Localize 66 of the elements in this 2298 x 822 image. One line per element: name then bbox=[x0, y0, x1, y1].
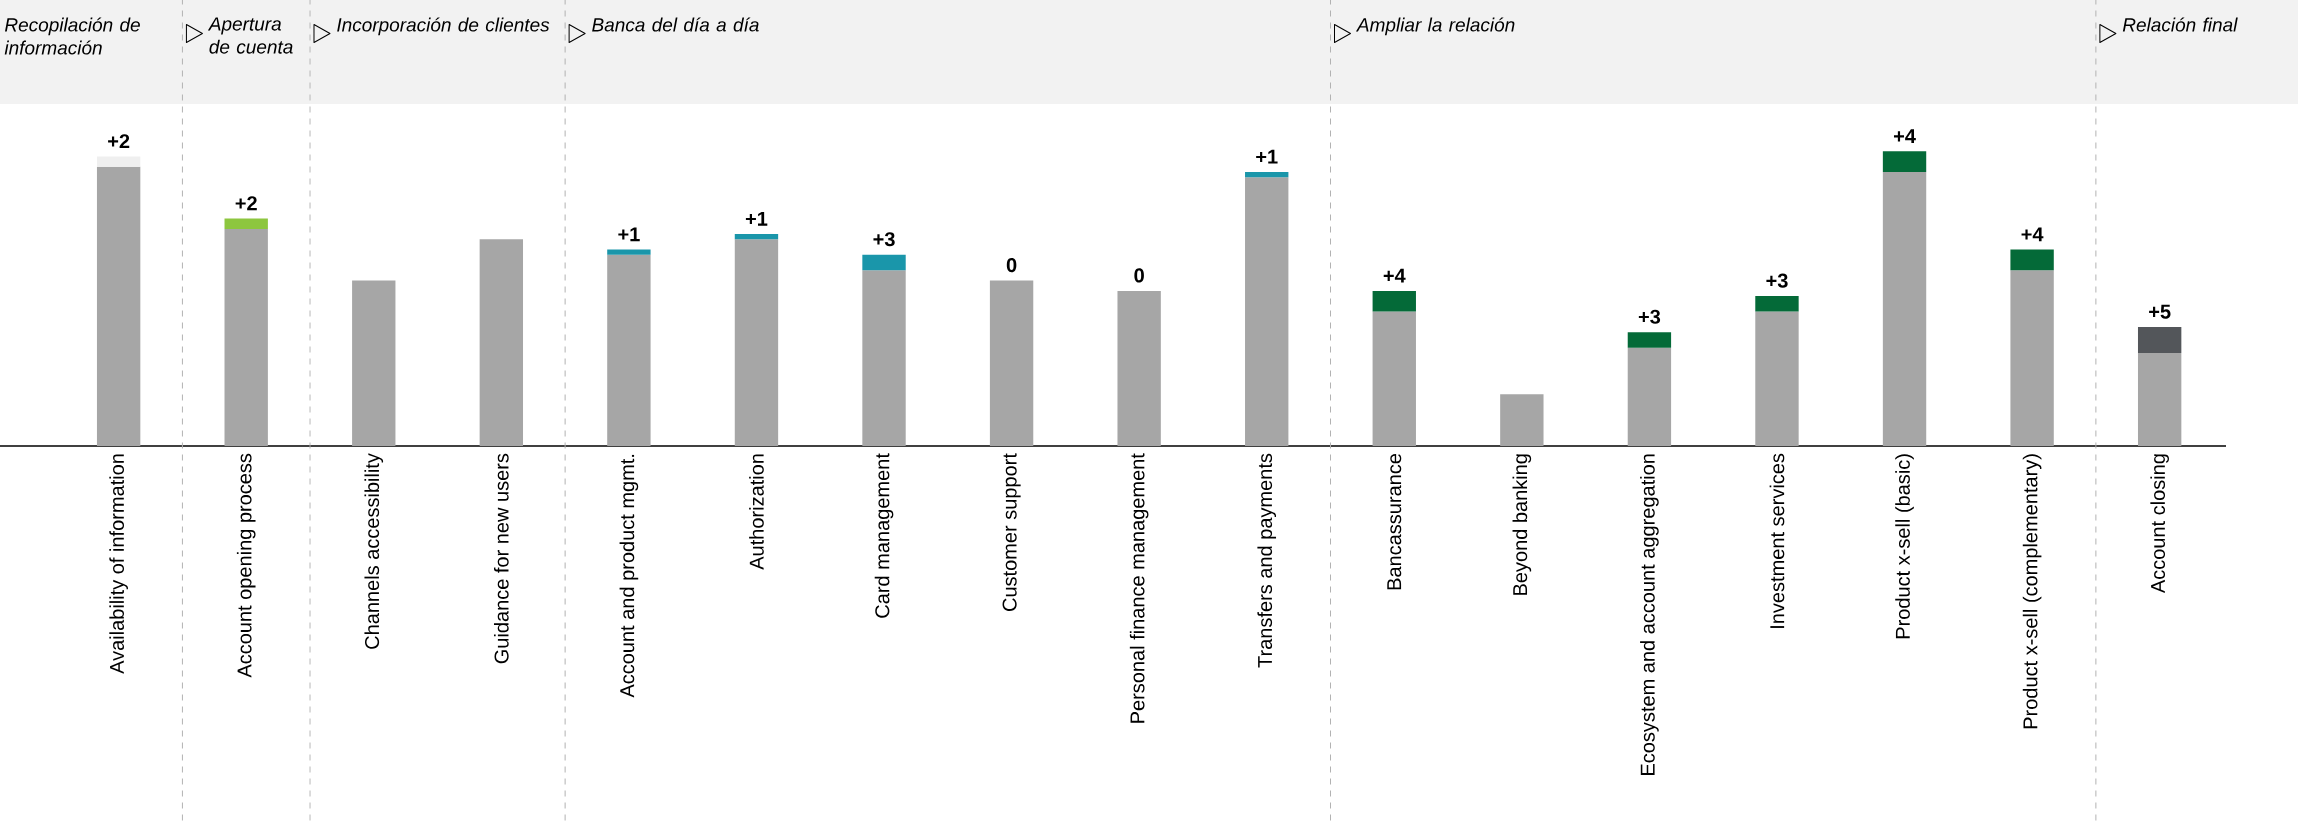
bar bbox=[734, 239, 779, 446]
x-tick-label: Product x-sell (basic) bbox=[1895, 454, 1914, 639]
x-tick-label: Authorization bbox=[749, 454, 764, 570]
bar bbox=[224, 218, 268, 229]
data-label: +3 bbox=[1638, 309, 1661, 324]
text: Banca del día a día bbox=[592, 17, 759, 32]
text: Incorporación de clientes bbox=[337, 17, 550, 36]
bar bbox=[1372, 311, 1416, 446]
x-tick-label: Bancassurance bbox=[1387, 453, 1402, 590]
bar bbox=[1372, 290, 1416, 312]
x-tick-label: Card management bbox=[874, 453, 894, 618]
bar bbox=[1117, 290, 1161, 446]
bar bbox=[1755, 311, 1799, 446]
data-label: 0 bbox=[1134, 268, 1144, 283]
x-tick-label: Guidance for new users bbox=[493, 453, 509, 664]
bar bbox=[862, 254, 906, 271]
data-label: +2 bbox=[235, 196, 257, 211]
x-tick-label: Investment services bbox=[1769, 453, 1785, 628]
x-tick-label: Product x-sell (complementary) bbox=[2022, 454, 2042, 729]
bar bbox=[989, 280, 1034, 446]
bar bbox=[1627, 332, 1672, 348]
bar bbox=[96, 156, 141, 167]
bar bbox=[734, 234, 779, 240]
bar bbox=[2010, 249, 2054, 271]
bar bbox=[2137, 352, 2182, 446]
bar bbox=[1755, 296, 1799, 312]
data-label: +3 bbox=[1766, 273, 1788, 288]
x-tick-label: Ecosystem and account aggregation bbox=[1640, 454, 1659, 775]
bar bbox=[96, 166, 141, 446]
bar bbox=[607, 249, 651, 255]
bar bbox=[862, 270, 906, 446]
x-tick-label: Account and product mgmt. bbox=[619, 454, 639, 698]
text: Recopilación de información bbox=[4, 17, 140, 55]
x-tick-label: Personal finance management bbox=[1129, 453, 1149, 723]
bar bbox=[1245, 172, 1289, 178]
data-label: +2 bbox=[108, 134, 130, 149]
data-label: +1 bbox=[1256, 149, 1278, 164]
text: Relación final bbox=[2122, 17, 2238, 32]
x-tick-label: Channels accessibility bbox=[364, 453, 384, 649]
bar bbox=[2137, 327, 2182, 353]
data-label: +4 bbox=[1893, 129, 1916, 143]
x-tick-label: Account closing bbox=[2150, 454, 2169, 594]
text: Ampliar la relación bbox=[1355, 17, 1515, 36]
bar bbox=[479, 239, 524, 446]
bar bbox=[607, 254, 651, 446]
x-tick-label: Beyond banking bbox=[1512, 454, 1532, 595]
bar bbox=[1627, 347, 1672, 446]
bar bbox=[1882, 172, 1927, 446]
data-label: 0 bbox=[1006, 258, 1017, 273]
data-label: +4 bbox=[1383, 268, 1406, 283]
bar bbox=[352, 280, 396, 446]
x-tick-label: Account opening process bbox=[236, 453, 256, 678]
data-label: +1 bbox=[618, 227, 640, 242]
bar bbox=[2010, 270, 2054, 446]
x-tick-label: Transfers and payments bbox=[1257, 453, 1277, 668]
text: Apertura de cuenta bbox=[207, 17, 293, 54]
bar bbox=[224, 228, 268, 446]
bar bbox=[1500, 394, 1544, 446]
bar bbox=[1882, 151, 1927, 173]
data-label: +4 bbox=[2021, 227, 2044, 242]
bar bbox=[1245, 177, 1289, 446]
data-label: +1 bbox=[745, 211, 768, 226]
x-tick-label: Customer support bbox=[1002, 453, 1021, 612]
x-tick-label: Availability of information bbox=[109, 454, 128, 674]
data-label: +3 bbox=[873, 232, 895, 247]
data-label: +5 bbox=[2149, 304, 2171, 319]
